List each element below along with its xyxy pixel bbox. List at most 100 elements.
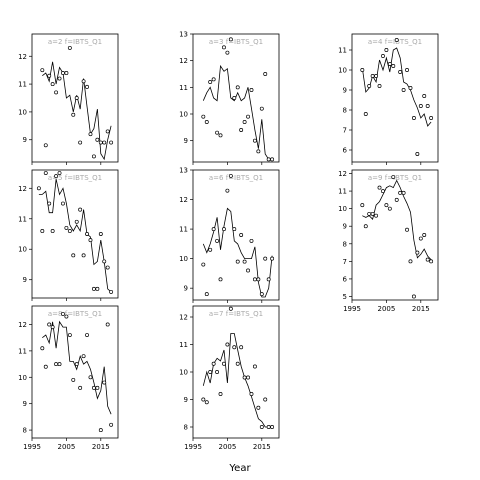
data-point bbox=[85, 232, 89, 236]
data-point bbox=[67, 333, 72, 337]
panel-8: a=9 f=IBTS_Q1 5 6 7 8 9 10 11 12 1995 2005 2015 bbox=[338, 169, 439, 313]
data-point bbox=[64, 225, 69, 230]
y-tick-label: 8 bbox=[343, 240, 347, 248]
data-point bbox=[40, 346, 45, 351]
data-point bbox=[109, 289, 114, 294]
fit-line bbox=[361, 47, 432, 127]
panel-title: a=5 f=IBTS_Q1 bbox=[48, 174, 102, 182]
y-tick-label: 11 bbox=[18, 81, 27, 89]
panel-title: a=9 f=IBTS_Q1 bbox=[368, 174, 422, 182]
panel-frame bbox=[31, 305, 119, 439]
data-point bbox=[270, 425, 275, 429]
data-point bbox=[50, 325, 55, 330]
y-tick-label: 10 bbox=[179, 255, 188, 263]
data-point bbox=[81, 354, 86, 359]
data-point bbox=[235, 259, 240, 264]
data-point bbox=[71, 253, 76, 258]
y-tick-label: 11 bbox=[338, 188, 347, 196]
panel-title: a=3 f=IBTS_Q1 bbox=[209, 38, 263, 46]
data-point bbox=[425, 257, 430, 262]
panels: a=2 f=IBTS_Q1 9 10 11 12 a=3 f=IBTS_Q1 9 10 11 12… bbox=[18, 31, 439, 451]
data-point bbox=[98, 428, 103, 433]
data-point bbox=[204, 120, 209, 124]
data-point bbox=[387, 206, 392, 211]
panel-frame bbox=[31, 33, 119, 163]
data-point bbox=[74, 362, 79, 367]
panel-5: a=6 f=IBTS_Q1 9 10 11 12 13 bbox=[179, 167, 280, 303]
fit-line bbox=[38, 179, 112, 293]
data-point bbox=[50, 82, 55, 87]
panel-title: a=6 f=IBTS_Q1 bbox=[209, 174, 263, 182]
y-tick-label: 7 bbox=[343, 127, 347, 135]
data-point bbox=[40, 68, 45, 73]
y-tick-label: 9 bbox=[343, 87, 347, 95]
data-point bbox=[228, 37, 233, 42]
data-point bbox=[43, 364, 48, 369]
data-point bbox=[381, 54, 385, 58]
data-point bbox=[391, 175, 396, 179]
data-point bbox=[215, 238, 220, 243]
data-point bbox=[64, 314, 69, 319]
data-point bbox=[415, 152, 420, 156]
data-point bbox=[57, 171, 62, 175]
data-point bbox=[266, 425, 271, 429]
y-tick-label: 11 bbox=[179, 341, 188, 349]
data-point bbox=[54, 90, 59, 95]
y-tick-label: 11 bbox=[179, 84, 188, 92]
data-point bbox=[239, 345, 244, 350]
y-tick-label: 10 bbox=[179, 369, 188, 377]
data-point bbox=[246, 114, 250, 119]
panel-7: a=8 f=IBTS_Q1 8 9 10 11 12 1995 2005 2015 bbox=[18, 305, 119, 451]
fit-line bbox=[202, 64, 273, 160]
data-point bbox=[105, 322, 110, 327]
data-point bbox=[239, 128, 244, 132]
data-point bbox=[71, 112, 76, 117]
y-tick-label: 10 bbox=[18, 374, 27, 382]
data-point bbox=[74, 219, 79, 224]
data-point bbox=[225, 342, 230, 347]
data-point bbox=[54, 174, 59, 179]
data-point bbox=[64, 71, 69, 75]
data-point bbox=[249, 238, 254, 243]
panel-1: a=2 f=IBTS_Q1 9 10 11 12 bbox=[18, 33, 119, 165]
data-point bbox=[246, 268, 250, 273]
y-tick-label: 8 bbox=[343, 107, 347, 115]
data-point bbox=[225, 188, 230, 193]
fit-line bbox=[202, 207, 273, 298]
y-tick-label: 13 bbox=[179, 31, 188, 39]
data-point bbox=[398, 70, 403, 74]
data-point bbox=[381, 189, 385, 194]
data-point bbox=[408, 259, 413, 264]
data-point bbox=[411, 294, 416, 299]
data-point bbox=[204, 292, 209, 297]
data-point bbox=[270, 157, 275, 162]
data-point bbox=[425, 104, 430, 108]
data-point bbox=[78, 140, 83, 145]
y-tick-label: 10 bbox=[338, 67, 347, 75]
data-point bbox=[47, 73, 52, 78]
data-point bbox=[57, 76, 62, 81]
data-point bbox=[367, 211, 372, 216]
data-point bbox=[91, 286, 96, 291]
y-tick-label: 12 bbox=[179, 314, 188, 322]
data-point bbox=[363, 224, 368, 229]
x-tick-label: 2015 bbox=[92, 443, 110, 451]
y-tick-label: 9 bbox=[23, 400, 27, 408]
data-point bbox=[370, 211, 375, 216]
y-tick-label: 6 bbox=[343, 275, 348, 283]
x-tick-label: 1995 bbox=[184, 443, 202, 451]
panel-title: a=8 f=IBTS_Q1 bbox=[48, 310, 102, 318]
y-tick-label: 12 bbox=[338, 170, 347, 178]
data-point bbox=[429, 116, 434, 120]
fit-line bbox=[202, 333, 273, 428]
data-point bbox=[218, 392, 223, 396]
data-point bbox=[405, 68, 409, 72]
y-tick-label: 10 bbox=[18, 108, 27, 116]
data-point bbox=[242, 120, 247, 124]
data-point bbox=[228, 306, 233, 311]
y-tick-label: 9 bbox=[184, 285, 188, 293]
data-point bbox=[401, 190, 406, 195]
x-tick-label: 2015 bbox=[412, 305, 430, 313]
x-tick-label: 2005 bbox=[377, 305, 395, 313]
data-point bbox=[360, 68, 365, 72]
